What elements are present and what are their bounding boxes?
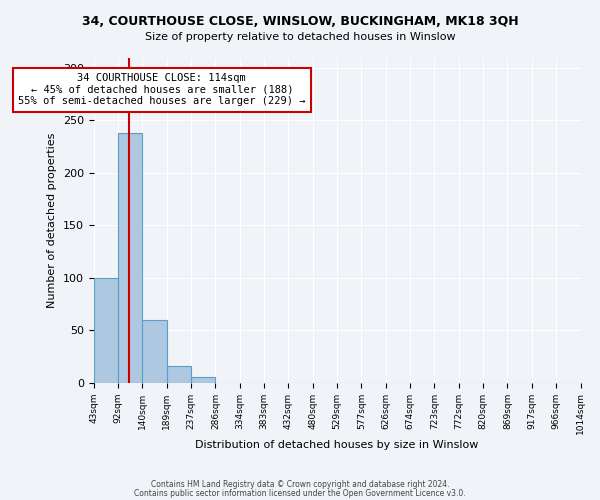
Text: Contains public sector information licensed under the Open Government Licence v3: Contains public sector information licen… [134,489,466,498]
Y-axis label: Number of detached properties: Number of detached properties [47,132,57,308]
X-axis label: Distribution of detached houses by size in Winslow: Distribution of detached houses by size … [196,440,479,450]
Text: 34, COURTHOUSE CLOSE, WINSLOW, BUCKINGHAM, MK18 3QH: 34, COURTHOUSE CLOSE, WINSLOW, BUCKINGHA… [82,15,518,28]
Bar [142,320,167,382]
Text: Size of property relative to detached houses in Winslow: Size of property relative to detached ho… [145,32,455,42]
Bar [191,378,215,382]
Text: Contains HM Land Registry data © Crown copyright and database right 2024.: Contains HM Land Registry data © Crown c… [151,480,449,489]
Bar [118,133,142,382]
Bar [94,278,118,382]
Bar [167,366,191,382]
Text: 34 COURTHOUSE CLOSE: 114sqm
← 45% of detached houses are smaller (188)
55% of se: 34 COURTHOUSE CLOSE: 114sqm ← 45% of det… [18,73,305,106]
